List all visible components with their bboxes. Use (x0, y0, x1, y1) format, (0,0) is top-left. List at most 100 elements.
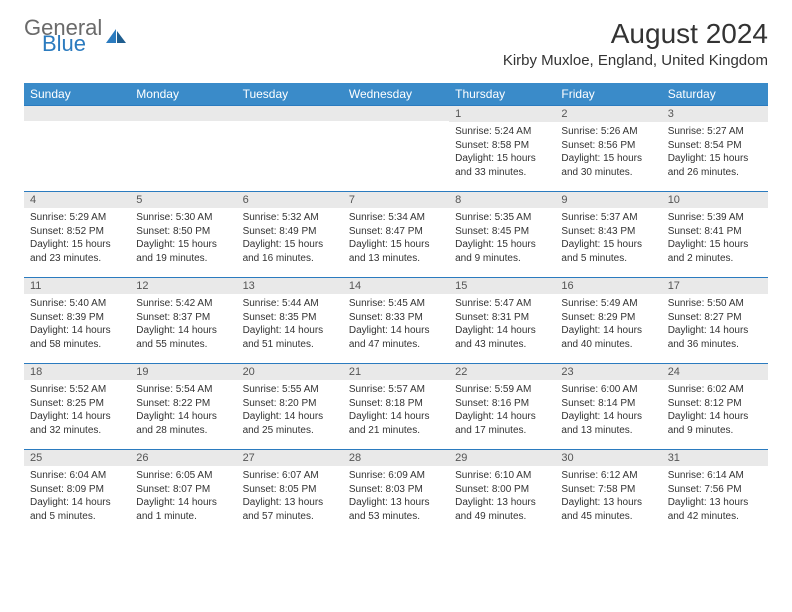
daylight-text: Daylight: 14 hours and 36 minutes. (668, 324, 762, 351)
day-number: 27 (237, 449, 343, 466)
sunrise-text: Sunrise: 6:05 AM (136, 469, 230, 483)
calendar-day-cell: 1Sunrise: 5:24 AMSunset: 8:58 PMDaylight… (449, 105, 555, 191)
sunrise-text: Sunrise: 5:42 AM (136, 297, 230, 311)
sunset-text: Sunset: 8:31 PM (455, 311, 549, 325)
calendar-day-cell: 17Sunrise: 5:50 AMSunset: 8:27 PMDayligh… (662, 277, 768, 363)
day-content: Sunrise: 5:49 AMSunset: 8:29 PMDaylight:… (555, 294, 661, 355)
day-number: 10 (662, 191, 768, 208)
sunrise-text: Sunrise: 5:49 AM (561, 297, 655, 311)
daylight-text: Daylight: 15 hours and 9 minutes. (455, 238, 549, 265)
sunset-text: Sunset: 8:29 PM (561, 311, 655, 325)
sunset-text: Sunset: 8:39 PM (30, 311, 124, 325)
day-number: 26 (130, 449, 236, 466)
day-content: Sunrise: 5:26 AMSunset: 8:56 PMDaylight:… (555, 122, 661, 183)
daylight-text: Daylight: 14 hours and 55 minutes. (136, 324, 230, 351)
calendar-day-cell: 19Sunrise: 5:54 AMSunset: 8:22 PMDayligh… (130, 363, 236, 449)
day-number: 17 (662, 277, 768, 294)
calendar-day-cell: 30 Sunrise: 6:12 AMSunset: 7:58 PMDayligh… (555, 449, 661, 535)
day-content: Sunrise: 5:57 AMSunset: 8:18 PMDaylight:… (343, 380, 449, 441)
sunset-text: Sunset: 8:37 PM (136, 311, 230, 325)
sunset-text: Sunset: 8:33 PM (349, 311, 443, 325)
brand-text-2: Blue (42, 34, 102, 54)
day-content: Sunrise: 5:37 AMSunset: 8:43 PMDaylight:… (555, 208, 661, 269)
calendar-week-row: 11Sunrise: 5:40 AMSunset: 8:39 PMDayligh… (24, 277, 768, 363)
calendar-day-cell: 31Sunrise: 6:14 AMSunset: 7:56 PMDayligh… (662, 449, 768, 535)
day-content: Sunrise: 5:39 AMSunset: 8:41 PMDaylight:… (662, 208, 768, 269)
day-number: 22 (449, 363, 555, 380)
daylight-text: Daylight: 14 hours and 43 minutes. (455, 324, 549, 351)
daylight-text: Daylight: 14 hours and 32 minutes. (30, 410, 124, 437)
sunset-text: Sunset: 8:18 PM (349, 397, 443, 411)
sunset-text: Sunset: 8:58 PM (455, 139, 549, 153)
day-number: 12 (130, 277, 236, 294)
day-content: Sunrise: 5:30 AMSunset: 8:50 PMDaylight:… (130, 208, 236, 269)
calendar-week-row: 4Sunrise: 5:29 AMSunset: 8:52 PMDaylight… (24, 191, 768, 277)
day-number: 3 (662, 105, 768, 122)
day-content: Sunrise: 5:50 AMSunset: 8:27 PMDaylight:… (662, 294, 768, 355)
sunset-text: Sunset: 8:22 PM (136, 397, 230, 411)
sunset-text: Sunset: 7:58 PM (561, 483, 655, 497)
day-content: Sunrise: 5:54 AMSunset: 8:22 PMDaylight:… (130, 380, 236, 441)
weekday-header: Saturday (662, 83, 768, 105)
day-number: 30 (555, 449, 661, 466)
day-content: Sunrise: 5:35 AMSunset: 8:45 PMDaylight:… (449, 208, 555, 269)
sunset-text: Sunset: 8:09 PM (30, 483, 124, 497)
calendar-table: SundayMondayTuesdayWednesdayThursdayFrid… (24, 83, 768, 535)
daylight-text: Daylight: 14 hours and 17 minutes. (455, 410, 549, 437)
location-subtitle: Kirby Muxloe, England, United Kingdom (503, 52, 768, 69)
calendar-day-cell: 3Sunrise: 5:27 AMSunset: 8:54 PMDaylight… (662, 105, 768, 191)
sunrise-text: Sunrise: 5:54 AM (136, 383, 230, 397)
sunrise-text: Sunrise: 6:07 AM (243, 469, 337, 483)
calendar-week-row: 25Sunrise: 6:04 AMSunset: 8:09 PMDayligh… (24, 449, 768, 535)
daylight-text: Daylight: 15 hours and 13 minutes. (349, 238, 443, 265)
brand-sail-icon (106, 29, 126, 45)
empty-day (343, 105, 449, 121)
daylight-text: Daylight: 15 hours and 30 minutes. (561, 152, 655, 179)
sunrise-text: Sunrise: 5:55 AM (243, 383, 337, 397)
weekday-header: Sunday (24, 83, 130, 105)
calendar-day-cell: 23Sunrise: 6:00 AMSunset: 8:14 PMDayligh… (555, 363, 661, 449)
day-content: Sunrise: 6:10 AMSunset: 8:00 PMDaylight:… (449, 466, 555, 527)
sunset-text: Sunset: 8:12 PM (668, 397, 762, 411)
sunrise-text: Sunrise: 5:37 AM (561, 211, 655, 225)
sunset-text: Sunset: 8:03 PM (349, 483, 443, 497)
day-number: 18 (24, 363, 130, 380)
sunset-text: Sunset: 8:43 PM (561, 225, 655, 239)
sunrise-text: Sunrise: 5:44 AM (243, 297, 337, 311)
calendar-day-cell: 12 Sunrise: 5:42 AMSunset: 8:37 PMDayligh… (130, 277, 236, 363)
day-number: 2 (555, 105, 661, 122)
day-content: Sunrise: 6:02 AMSunset: 8:12 PMDaylight:… (662, 380, 768, 441)
daylight-text: Daylight: 14 hours and 58 minutes. (30, 324, 124, 351)
sunrise-text: Sunrise: 5:50 AM (668, 297, 762, 311)
sunset-text: Sunset: 8:20 PM (243, 397, 337, 411)
sunrise-text: Sunrise: 6:12 AM (561, 469, 655, 483)
calendar-day-cell: 20Sunrise: 5:55 AMSunset: 8:20 PMDayligh… (237, 363, 343, 449)
daylight-text: Daylight: 15 hours and 26 minutes. (668, 152, 762, 179)
day-content: Sunrise: 5:40 AMSunset: 8:39 PMDaylight:… (24, 294, 130, 355)
calendar-day-cell (237, 105, 343, 191)
day-number: 29 (449, 449, 555, 466)
daylight-text: Daylight: 13 hours and 53 minutes. (349, 496, 443, 523)
sunset-text: Sunset: 8:35 PM (243, 311, 337, 325)
weekday-header: Tuesday (237, 83, 343, 105)
day-content: Sunrise: 5:47 AMSunset: 8:31 PMDaylight:… (449, 294, 555, 355)
daylight-text: Daylight: 14 hours and 21 minutes. (349, 410, 443, 437)
sunrise-text: Sunrise: 6:00 AM (561, 383, 655, 397)
daylight-text: Daylight: 13 hours and 45 minutes. (561, 496, 655, 523)
sunrise-text: Sunrise: 5:30 AM (136, 211, 230, 225)
daylight-text: Daylight: 14 hours and 13 minutes. (561, 410, 655, 437)
calendar-header-row: SundayMondayTuesdayWednesdayThursdayFrid… (24, 83, 768, 105)
sunrise-text: Sunrise: 5:40 AM (30, 297, 124, 311)
day-number: 6 (237, 191, 343, 208)
calendar-day-cell: 13Sunrise: 5:44 AMSunset: 8:35 PMDayligh… (237, 277, 343, 363)
sunrise-text: Sunrise: 5:57 AM (349, 383, 443, 397)
day-content: Sunrise: 6:00 AMSunset: 8:14 PMDaylight:… (555, 380, 661, 441)
calendar-day-cell: 8Sunrise: 5:35 AMSunset: 8:45 PMDaylight… (449, 191, 555, 277)
sunset-text: Sunset: 8:47 PM (349, 225, 443, 239)
day-number: 14 (343, 277, 449, 294)
daylight-text: Daylight: 14 hours and 5 minutes. (30, 496, 124, 523)
daylight-text: Daylight: 15 hours and 33 minutes. (455, 152, 549, 179)
day-number: 20 (237, 363, 343, 380)
calendar-day-cell: 16Sunrise: 5:49 AMSunset: 8:29 PMDayligh… (555, 277, 661, 363)
sunrise-text: Sunrise: 6:14 AM (668, 469, 762, 483)
